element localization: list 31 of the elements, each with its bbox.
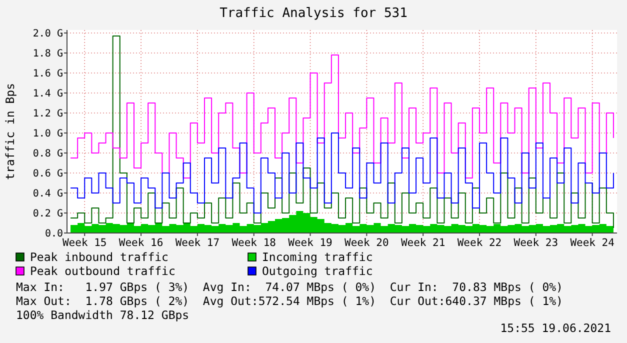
y-tick-label: 0.6 G: [32, 168, 63, 180]
x-tick-label: Week 18: [232, 237, 276, 249]
text: Max Out: 1.78 GBps ( 2%) Avg Out:572.54 MBps ( 1%) Cur Out:640.37 MBps ( 1%): [16, 294, 563, 308]
y-tick-label: 1.6 G: [32, 68, 63, 80]
y-tick-label: 1.2 G: [32, 108, 63, 120]
legend-label: Incoming traffic: [262, 250, 373, 264]
y-tick-label: 0.0: [44, 228, 63, 240]
x-tick-label: Week 23: [514, 237, 558, 249]
y-tick-label: 1.4 G: [32, 88, 63, 100]
text: Max In: 1.97 GBps ( 3%) Avg In: 74.07 MBps ( 0%) Cur In: 70.83 MBps ( 0%): [16, 280, 563, 294]
y-tick-label: 0.4 G: [32, 188, 63, 200]
y-tick-label: 0.2 G: [32, 208, 63, 220]
x-tick-label: Week 20: [344, 237, 389, 249]
y-tick-label: 1.8 G: [32, 48, 63, 60]
text: 100% Bandwidth 78.12 GBps: [16, 308, 190, 322]
y-tick-label: 2.0 G: [32, 28, 63, 40]
x-tick-label: Week 21: [400, 237, 446, 249]
y-tick-label: 0.8 G: [32, 148, 63, 160]
x-tick-label: Week 19: [288, 237, 332, 249]
y-axis-title: traffic in Bps: [3, 83, 17, 180]
text: 15:55 19.06.2021: [500, 321, 612, 335]
x-tick-label: Week 15: [62, 237, 107, 249]
chart-title: Traffic Analysis for 531: [220, 6, 408, 21]
legend-label: Peak inbound traffic: [30, 250, 168, 264]
legend-label: Outgoing traffic: [262, 264, 373, 278]
x-tick-label: Week 16: [118, 237, 164, 249]
y-tick-label: 1.0 G: [32, 128, 63, 140]
x-tick-label: Week 17: [175, 237, 220, 249]
x-tick-label: Week 24: [570, 237, 614, 249]
legend-label: Peak outbound traffic: [30, 264, 176, 278]
x-tick-label: Week 22: [457, 237, 502, 249]
